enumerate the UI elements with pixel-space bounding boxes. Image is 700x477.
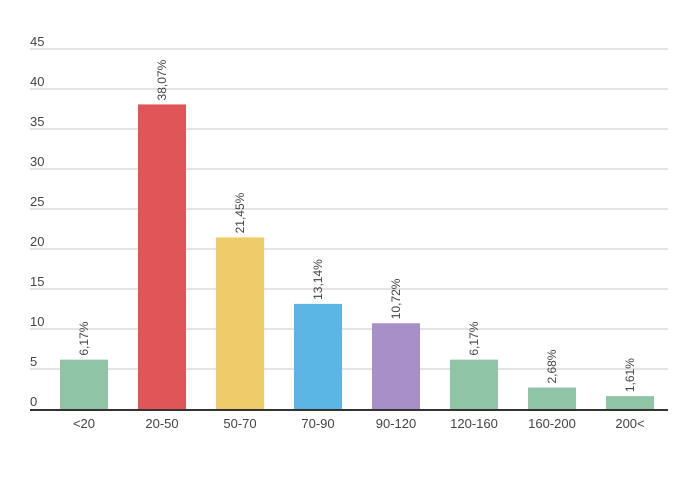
- y-axis-ticks: 0 5 10 15 20 25 30 35 40 45: [30, 34, 44, 409]
- y-tick-label: 15: [30, 274, 44, 289]
- y-tick-label: 35: [30, 114, 44, 129]
- bar: [450, 359, 498, 409]
- bar: [528, 387, 576, 409]
- data-label: 6,17%: [77, 321, 91, 355]
- data-label: 2,68%: [545, 349, 559, 383]
- x-tick-label: 90-120: [376, 416, 416, 431]
- y-tick-label: 30: [30, 154, 44, 169]
- bar: [372, 323, 420, 409]
- data-label: 21,45%: [233, 192, 247, 233]
- y-tick-label: 0: [30, 394, 37, 409]
- x-axis-ticks: <20 20-50 50-70 70-90 90-120 120-160 160-200 20…: [73, 416, 645, 431]
- data-label: 1,61%: [623, 358, 637, 392]
- x-tick-label: 50-70: [223, 416, 256, 431]
- y-tick-label: 45: [30, 34, 44, 49]
- data-label: 38,07%: [155, 59, 169, 100]
- x-tick-label: 160-200: [528, 416, 576, 431]
- x-tick-label: <20: [73, 416, 95, 431]
- x-tick-label: 200<: [615, 416, 644, 431]
- bars: [60, 104, 654, 409]
- bar: [138, 104, 186, 409]
- gridlines: [30, 48, 668, 370]
- x-tick-label: 70-90: [301, 416, 334, 431]
- x-tick-label: 120-160: [450, 416, 498, 431]
- data-label: 13,14%: [311, 259, 325, 300]
- x-tick-label: 20-50: [145, 416, 178, 431]
- data-label: 10,72%: [389, 278, 403, 319]
- y-tick-label: 10: [30, 314, 44, 329]
- data-labels: 6,17% 38,07% 21,45% 13,14% 10,72% 6,17% 2,68% 1…: [77, 59, 637, 392]
- y-tick-label: 25: [30, 194, 44, 209]
- y-tick-label: 5: [30, 354, 37, 369]
- data-label: 6,17%: [467, 321, 481, 355]
- y-tick-label: 40: [30, 74, 44, 89]
- bar: [216, 237, 264, 409]
- bar: [60, 359, 108, 409]
- y-tick-label: 20: [30, 234, 44, 249]
- bar: [606, 396, 654, 409]
- bar: [294, 303, 342, 409]
